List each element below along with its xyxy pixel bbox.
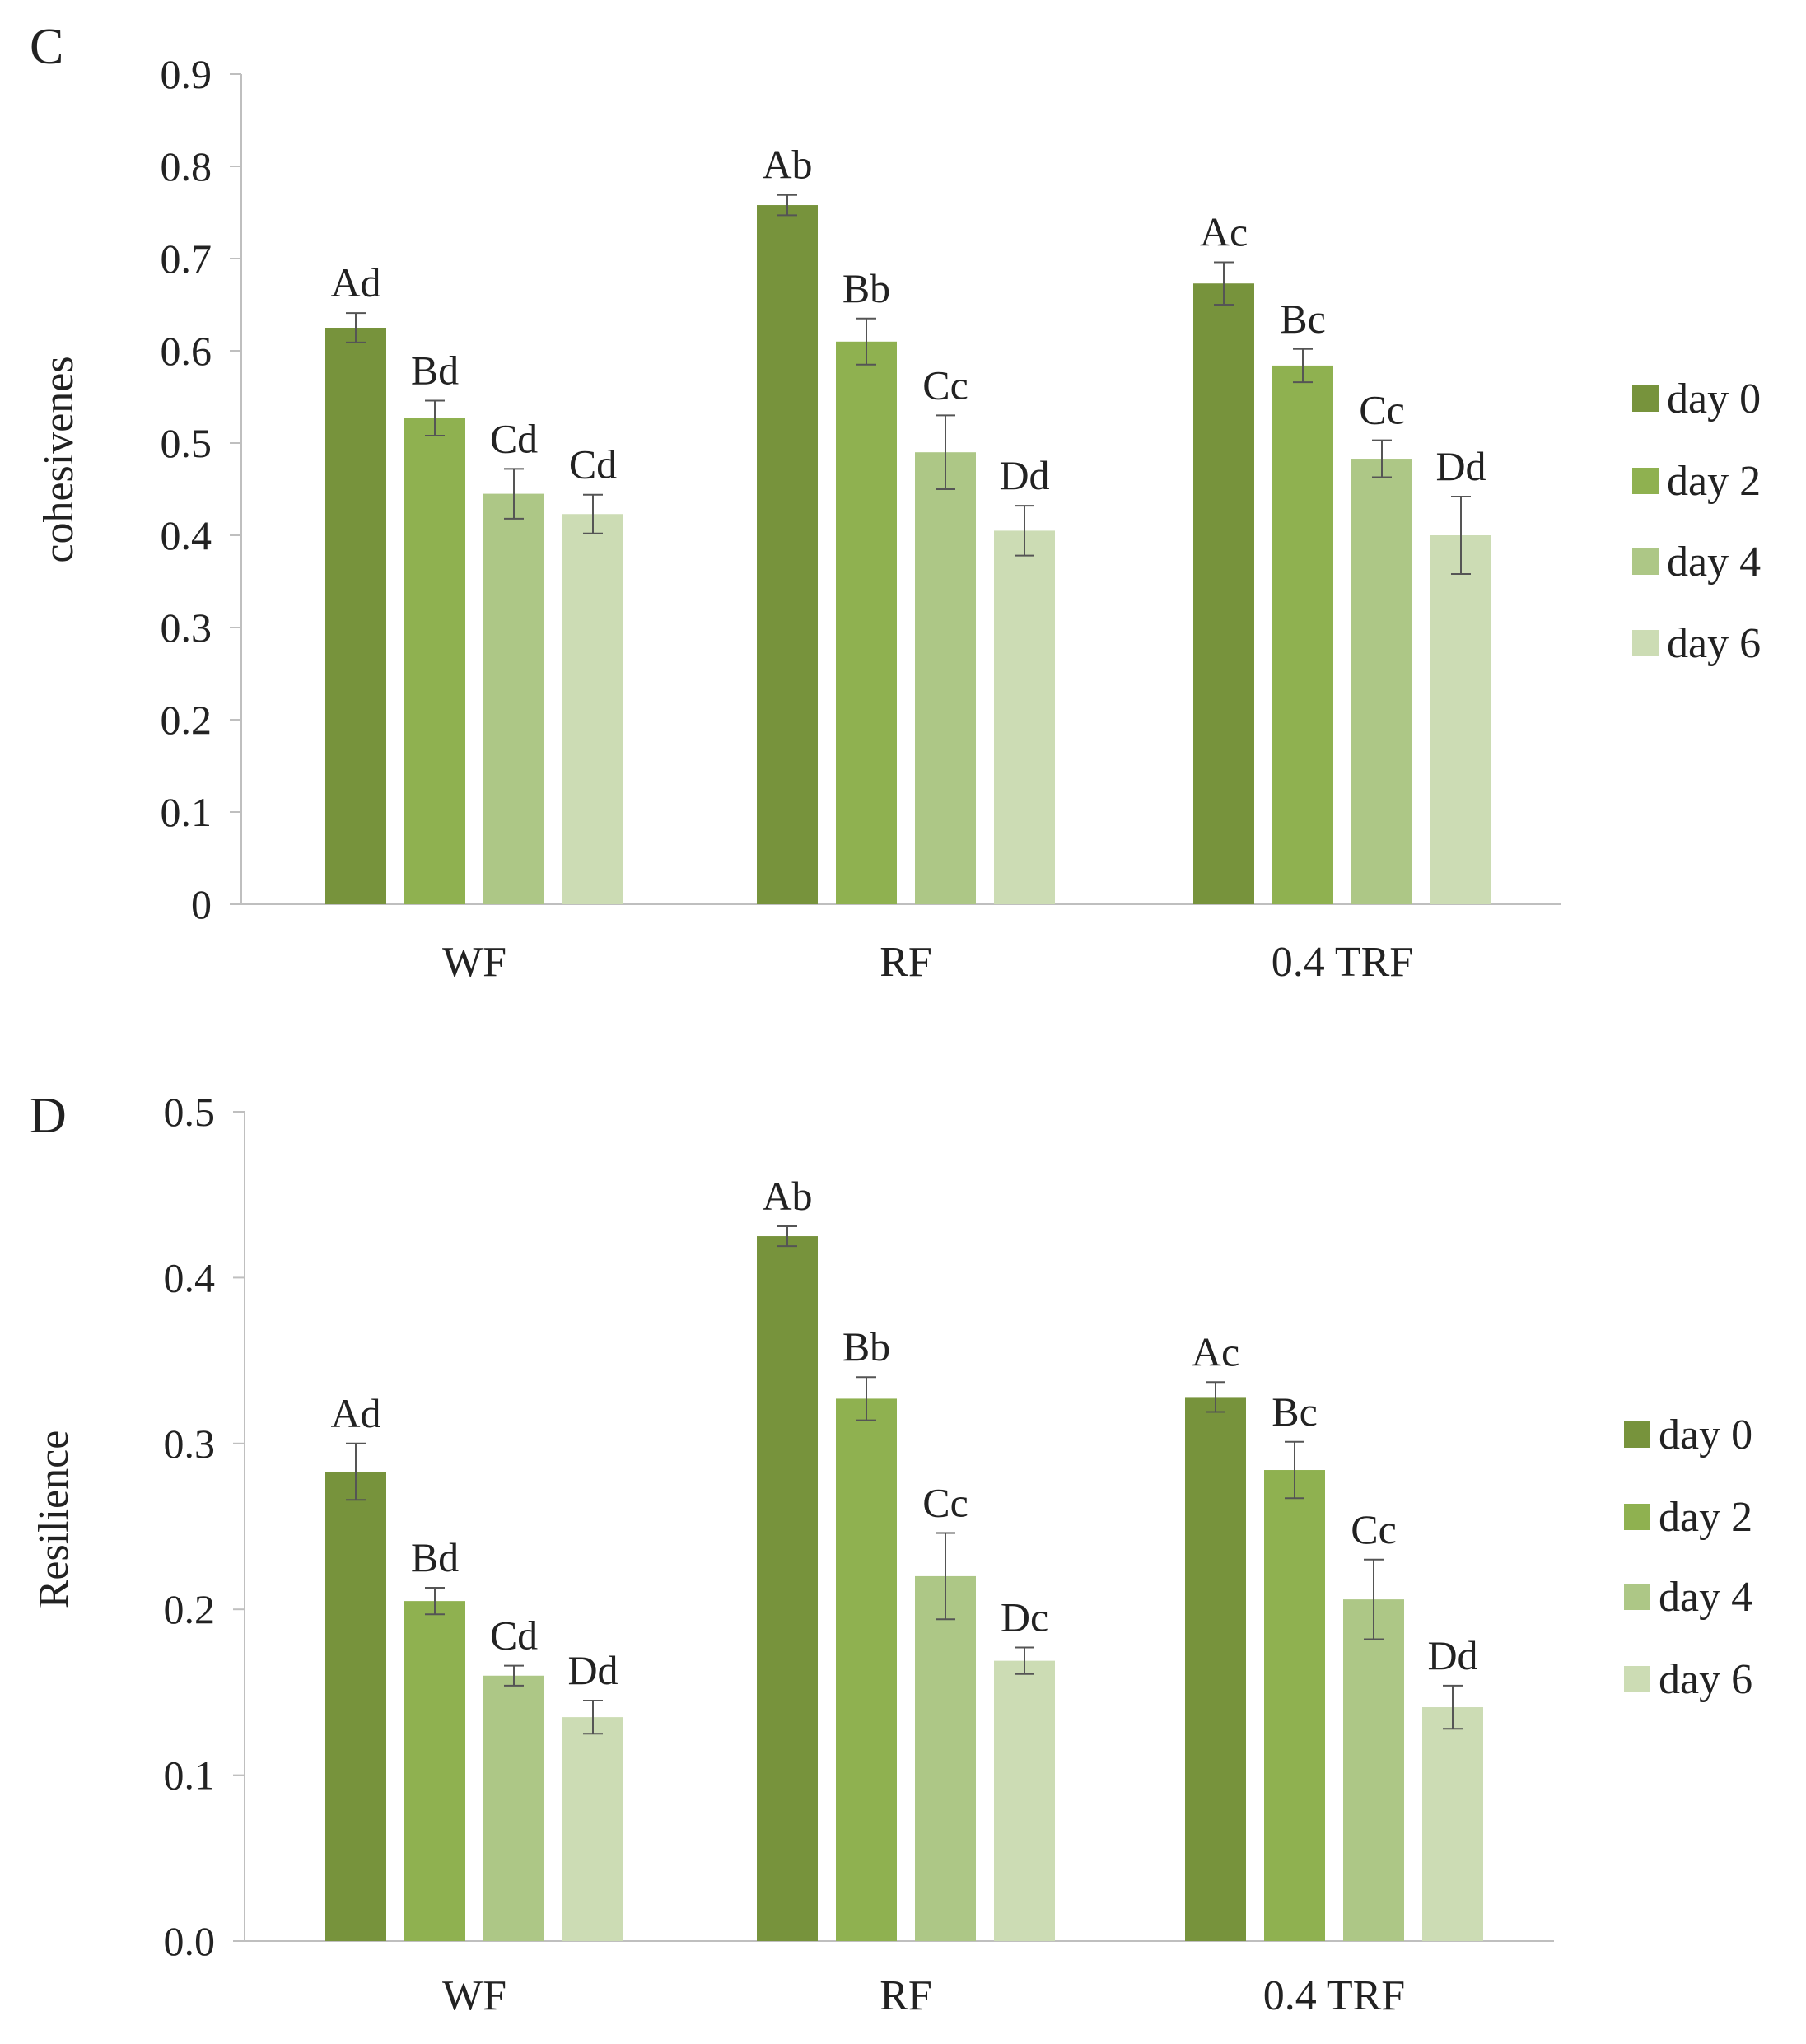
data-label: Dd <box>1435 443 1486 489</box>
bar <box>483 1675 544 1941</box>
y-tick-label: 0.3 <box>161 604 212 651</box>
data-label: Dd <box>999 452 1049 498</box>
legend-label: day 0 <box>1659 1412 1752 1458</box>
data-label: Cc <box>1359 387 1405 433</box>
y-tick-label: 0.9 <box>161 51 212 97</box>
bar <box>1185 1397 1246 1941</box>
y-tick-label: 0.1 <box>161 789 212 835</box>
data-label: Cc <box>1351 1506 1397 1552</box>
y-tick-label: 0.2 <box>164 1586 216 1632</box>
bar <box>1351 459 1412 904</box>
legend-swatch <box>1632 548 1659 575</box>
data-label: Ac <box>1200 208 1248 254</box>
x-category-label: RF <box>880 939 932 986</box>
bar <box>325 328 386 904</box>
data-label: Bd <box>411 1534 459 1580</box>
legend-label: day 6 <box>1659 1656 1752 1703</box>
y-tick-label: 0.8 <box>161 143 212 189</box>
bar <box>757 205 818 905</box>
data-label: Dd <box>1427 1632 1477 1678</box>
x-category-label: RF <box>880 1972 932 2019</box>
data-label: Dd <box>567 1647 618 1693</box>
data-label: Bc <box>1280 296 1326 342</box>
data-label: Cc <box>922 362 968 408</box>
data-label: Cd <box>490 1612 538 1659</box>
legend-label: day 2 <box>1659 1494 1752 1541</box>
bar <box>404 418 465 904</box>
y-tick-label: 0.0 <box>164 1918 216 1964</box>
data-label: Bb <box>842 265 890 311</box>
chart-panel-d: D 0.0 0.1 0.2 0.3 0.4 0.5 Resilience WF RF 0.4 TRF… <box>30 1088 1752 2019</box>
bar <box>836 341 897 904</box>
bar <box>836 1398 897 1941</box>
legend-label: day 4 <box>1667 539 1761 586</box>
data-label: Ab <box>762 1173 812 1219</box>
legend-swatch <box>1624 1504 1650 1530</box>
legend-swatch <box>1624 1421 1650 1448</box>
y-tick-label: 0 <box>191 881 212 927</box>
bar <box>1422 1707 1483 1941</box>
bar <box>757 1236 818 1941</box>
bar <box>915 1575 976 1941</box>
bar <box>915 452 976 904</box>
bar <box>1264 1470 1325 1941</box>
y-tick-label: 0.4 <box>161 512 212 558</box>
y-tick-label: 0.5 <box>164 1089 216 1135</box>
x-category-label: WF <box>442 1972 506 2019</box>
data-label: Ad <box>330 1390 380 1436</box>
y-tick-label: 0.4 <box>164 1254 216 1300</box>
legend-swatch <box>1632 630 1659 656</box>
panel-label: D <box>30 1088 67 1144</box>
bar <box>562 514 623 904</box>
data-label: Bc <box>1272 1388 1318 1435</box>
data-label: Bb <box>842 1323 890 1370</box>
data-label: Bd <box>411 347 459 393</box>
legend-label: day 4 <box>1659 1574 1752 1621</box>
legend-label: day 2 <box>1667 458 1761 505</box>
bar <box>1272 365 1333 904</box>
y-tick-label: 0.7 <box>161 236 212 282</box>
bar <box>1430 535 1491 904</box>
data-label: Cd <box>490 415 538 461</box>
legend-swatch <box>1632 385 1659 412</box>
bar <box>325 1472 386 1941</box>
panel-label: C <box>30 19 63 75</box>
y-axis-label: Resilience <box>30 1430 77 1609</box>
data-label: Ac <box>1192 1328 1239 1374</box>
data-label: Ab <box>762 142 812 188</box>
chart-panel-c: C 0 0.1 0.2 0.3 0.4 0.5 0.6 0.7 0.8 0.9 cohesivenes… <box>30 19 1761 986</box>
data-label: Dc <box>1001 1594 1048 1640</box>
legend-swatch <box>1624 1666 1650 1692</box>
legend-swatch <box>1632 468 1659 494</box>
data-label: Ad <box>330 259 380 306</box>
data-label: Cd <box>569 441 617 488</box>
y-tick-label: 0.5 <box>161 420 212 466</box>
data-label: Cc <box>922 1480 968 1526</box>
y-tick-label: 0.3 <box>164 1421 216 1467</box>
bar <box>994 530 1055 904</box>
y-axis-label: cohesivenes <box>35 356 82 562</box>
x-category-label: WF <box>442 939 506 986</box>
legend-label: day 0 <box>1667 376 1761 422</box>
y-tick-label: 0.1 <box>164 1752 216 1799</box>
bar <box>994 1660 1055 1941</box>
bar <box>483 493 544 904</box>
x-category-label: 0.4 TRF <box>1272 939 1413 986</box>
y-tick-label: 0.6 <box>161 328 212 374</box>
legend-label: day 6 <box>1667 620 1761 667</box>
bar <box>1193 283 1254 904</box>
legend-swatch <box>1624 1584 1650 1610</box>
bar <box>404 1601 465 1941</box>
y-tick-label: 0.2 <box>161 697 212 743</box>
bar <box>1343 1599 1404 1941</box>
x-category-label: 0.4 TRF <box>1263 1972 1405 2019</box>
bar <box>562 1717 623 1941</box>
